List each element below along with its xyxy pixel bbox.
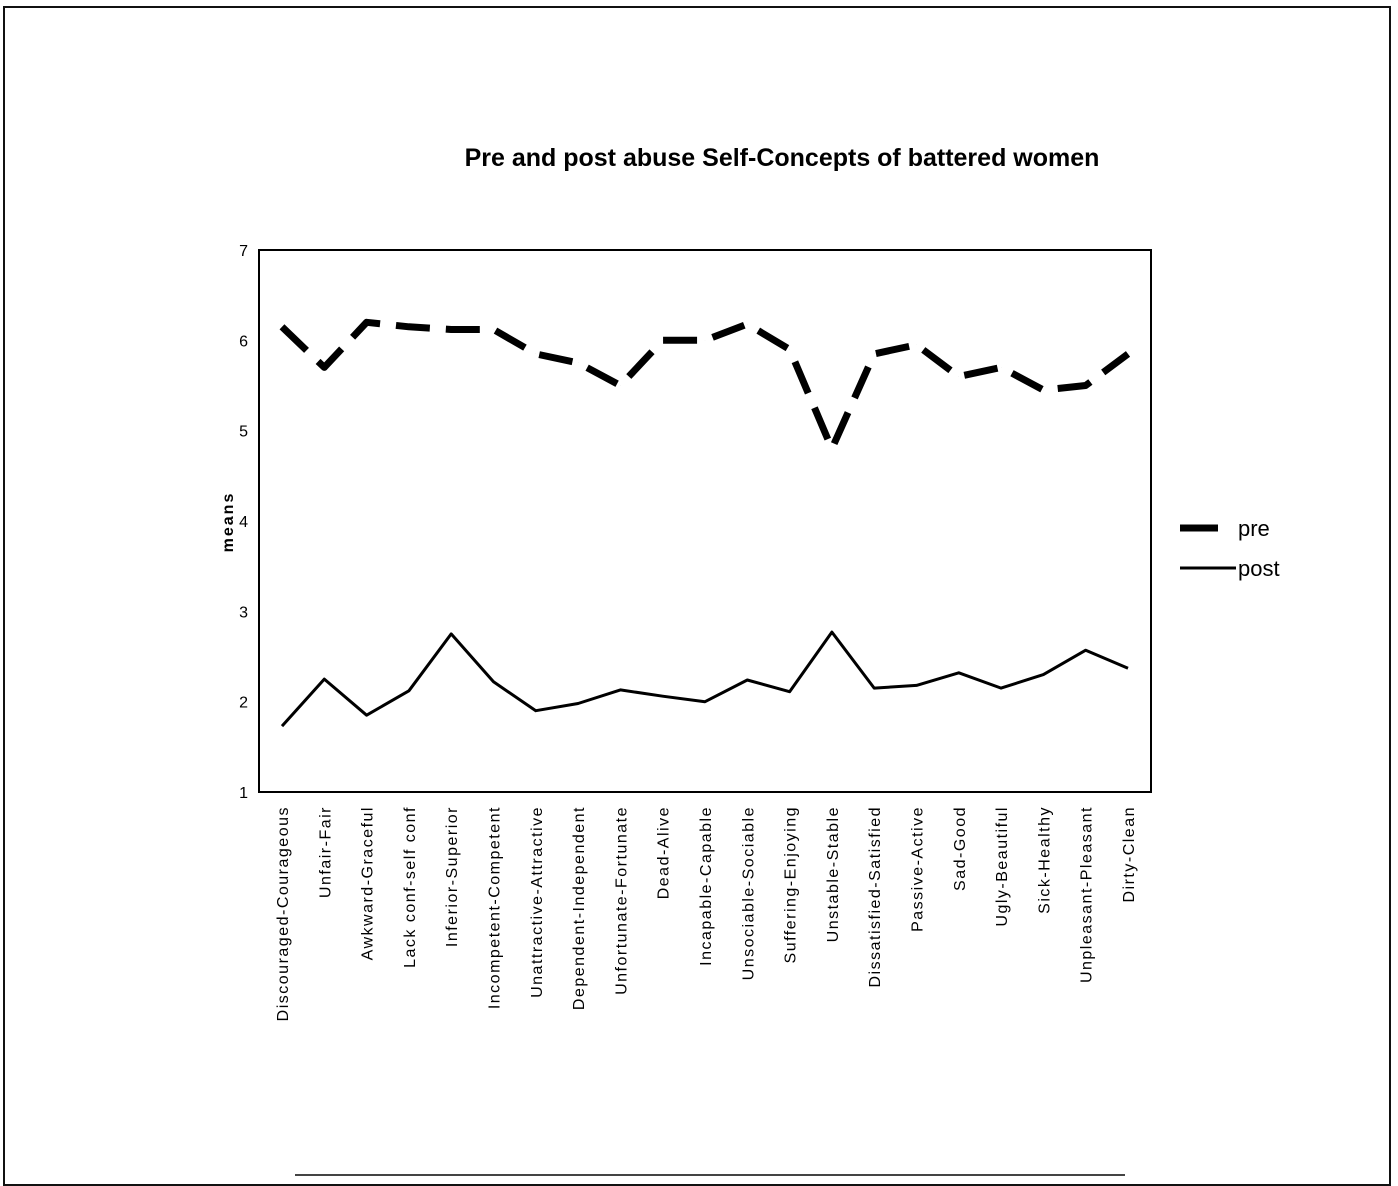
y-tick-label: 7 [239,243,248,260]
x-tick-label: Lack conf-self conf [402,806,419,968]
x-tick-label: Awkward-Graceful [360,806,377,960]
y-axis-label: means [220,492,237,553]
x-tick-label: Unfortunate-Fortunate [613,806,630,995]
x-tick-label: Dependent-Independent [571,806,588,1010]
x-tick-label: Unstable-Stable [825,806,842,942]
x-tick-label: Ugly-Beautiful [994,806,1011,927]
x-tick-label: Suffering-Enjoying [783,806,800,963]
series-pre-line [282,322,1128,448]
x-tick-label: Dead-Alive [656,806,673,899]
plot-area [259,250,1151,792]
x-tick-label: Inferior-Superior [444,806,461,947]
y-tick-label: 1 [239,785,248,802]
x-tick-label: Passive-Active [910,806,927,932]
x-tick-label: Incompetent-Competent [487,806,504,1009]
x-tick-label: Unattractive-Attractive [529,806,546,998]
series-post-line [282,632,1128,726]
x-axis-labels: Discouraged-Courageous Unfair-Fair Awkward… [275,806,1138,1021]
legend-label-post: post [1238,556,1280,581]
legend: pre post [1180,516,1280,581]
x-tick-label: Unsociable-Sociable [740,806,757,980]
y-tick-label: 6 [239,333,248,350]
x-tick-label: Unfair-Fair [317,806,334,898]
chart-title: Pre and post abuse Self-Concepts of batt… [465,144,1100,172]
y-tick-label: 3 [239,604,248,621]
x-tick-label: Sick-Healthy [1036,806,1053,914]
x-tick-label: Unpleasant-Pleasant [1079,806,1096,983]
x-tick-label: Dissatisfied-Satisfied [867,806,884,988]
x-tick-label: Sad-Good [952,806,969,891]
x-tick-label: Discouraged-Courageous [275,806,292,1021]
legend-label-pre: pre [1238,516,1270,541]
series-lines [282,322,1128,726]
x-tick-label: Incapable-Capable [698,806,715,966]
x-tick-label: Dirty-Clean [1121,806,1138,903]
y-axis-ticks: 1 2 3 4 5 6 7 [239,243,248,802]
y-tick-label: 4 [239,514,248,531]
y-tick-label: 5 [239,424,248,441]
y-tick-label: 2 [239,695,248,712]
